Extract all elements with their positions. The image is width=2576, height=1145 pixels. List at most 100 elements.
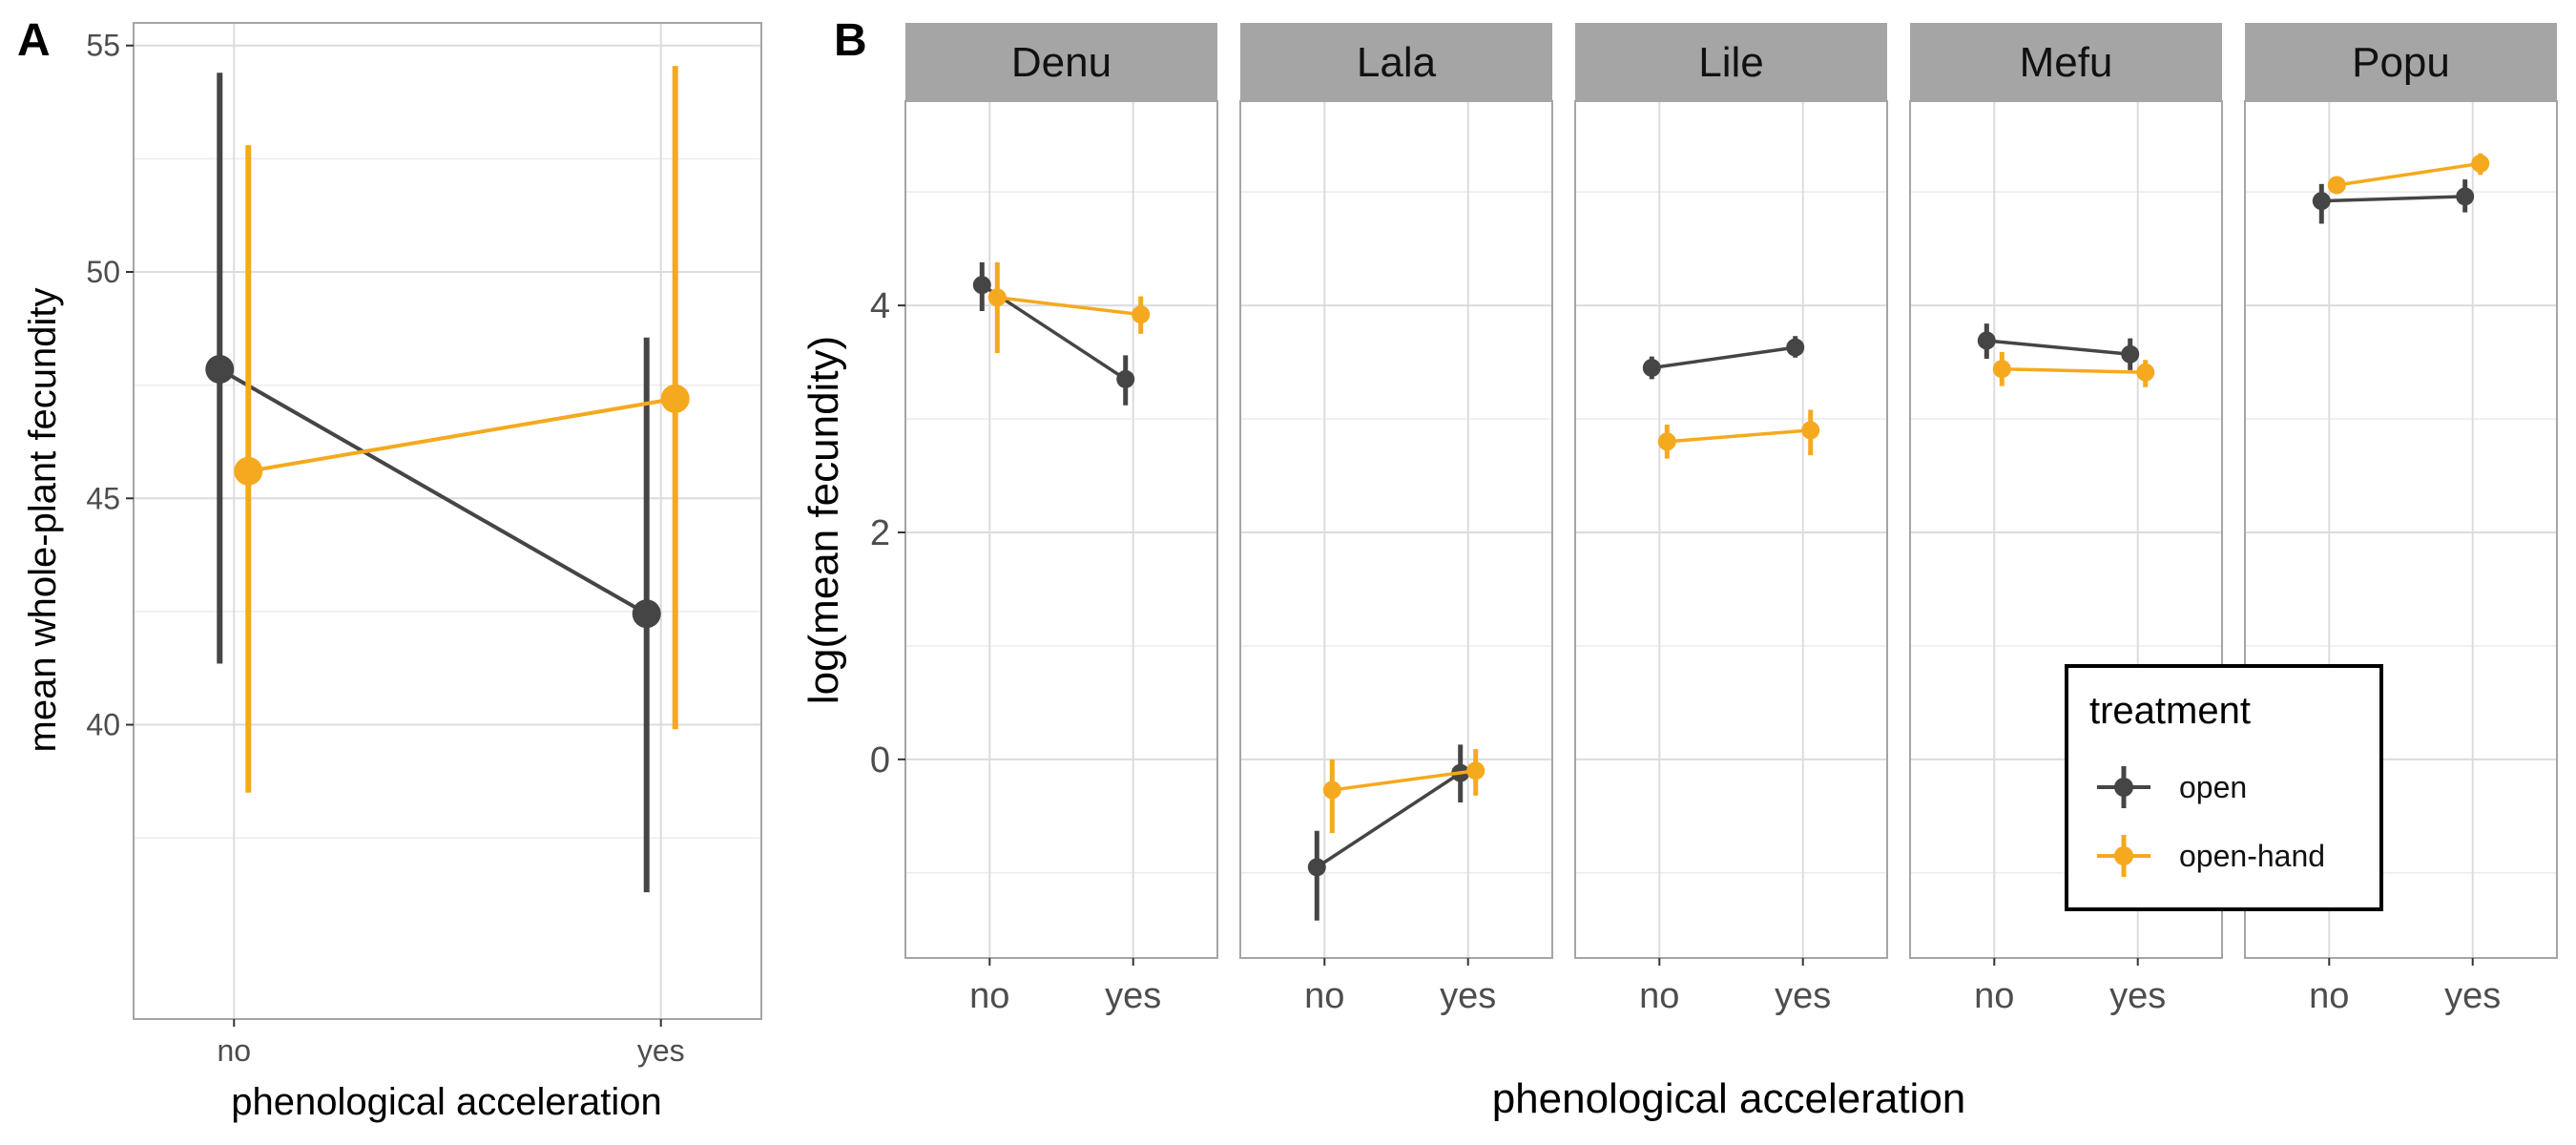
facet-point [2312,192,2331,211]
facet-point [2456,187,2475,206]
facet-series-line [2337,161,2481,187]
facet-point [1992,360,2011,379]
facet-strip-label: Denu [1011,39,1111,86]
facet-strip-label: Popu [2352,39,2450,86]
facet-border [1239,100,1553,959]
legend-title: treatment [2089,690,2251,732]
facet-point [1322,781,1341,800]
facet-strip-label: Lala [1357,39,1437,86]
panel-a-border [133,22,762,1020]
facet-point [1786,338,1805,357]
legend-item-label: open [2179,770,2247,804]
panel-a-point [632,599,661,629]
panel-a: A 40 45 50 55 no yes phenological acceleratio… [17,15,762,1123]
panel-a-y-tick-label: 45 [86,481,120,515]
legend-key-point [2114,846,2133,865]
facet-strip [905,23,1217,101]
panel-a-y-tick-label: 55 [86,29,120,63]
panel-a-y-axis-title: mean whole-plant fecundity [22,288,64,753]
legend-item-label: open-hand [2179,839,2325,873]
facet-x-tick-label: no [1639,976,1679,1016]
facet-border [904,100,1218,959]
facet-series-line [981,283,1127,381]
facet-series-open-hand [1322,749,1485,834]
facet-border [2244,100,2558,959]
facet-x-tick-label: no [1304,976,1344,1016]
panel-a-point [660,384,690,413]
facet-series-open [1642,336,1805,380]
facet-point [1132,305,1151,324]
panel-b: B Denu no yes 0 2 4 Lala no yes Lile no yes Mefu no ye… [800,15,2558,1122]
legend-item-open-hand: open-hand [2097,835,2325,877]
panel-a-series-line [247,396,676,473]
facet-series-open [1307,744,1470,921]
facet-series-line [1667,428,1811,444]
facet-series-line [1986,339,2130,356]
facet-point [1466,761,1485,781]
facet-point [2136,363,2155,382]
facet-strip-label: Mefu [2020,39,2113,86]
legend-key-point [2114,778,2133,797]
facet-x-tick-label: yes [1440,976,1496,1016]
panel-a-plot-area: 40 45 50 55 no yes [86,22,762,1068]
panel-a-x-tick-label: yes [637,1033,685,1068]
panel-a-y-tick-label: 40 [86,708,120,742]
facet-strip [2245,23,2557,101]
facet-series-line [1332,769,1476,792]
facet-series-open-hand [1657,409,1820,459]
facet-series-line [1652,345,1796,370]
facet-strip [1575,23,1887,101]
facet-denu: Denu no yes 0 2 4 [870,23,1218,1016]
facet-point [2327,176,2346,195]
facet-border [1909,100,2223,959]
facet-series-open-hand [987,261,1151,354]
facet-point [987,288,1007,307]
facet-series-open-hand [2327,153,2490,195]
facet-popu: Popu no yes [2244,23,2558,1016]
facet-series-line [997,296,1141,317]
legend-item-open: open [2097,766,2247,808]
facet-point [1116,369,1135,388]
facet-point [1801,421,1820,440]
panel-a-point [234,456,263,486]
facet-series-open [2312,179,2475,224]
facet-point [1657,432,1676,451]
facet-series-open [972,261,1135,406]
panel-a-series-line [218,367,648,616]
facet-series-line [2321,195,2465,203]
panel-b-y-tick-label: 0 [870,740,890,781]
panel-a-tag: A [17,15,51,66]
facet-series-line [1316,771,1462,869]
facet-point [972,276,991,295]
facet-x-tick-label: yes [1105,976,1161,1016]
facet-x-tick-label: no [2309,976,2349,1016]
panel-b-y-tick-label: 4 [870,286,890,326]
facet-mefu: Mefu no yes [1909,23,2223,1016]
legend: treatment open open-hand [2065,664,2383,911]
panel-a-x-axis-title: phenological acceleration [231,1081,661,1123]
panel-b-y-tick-label: 2 [870,513,890,553]
facet-series-open [1977,323,2140,370]
facet-series-line [2002,366,2146,375]
panel-a-x-tick-label: no [217,1033,251,1068]
panel-a-series-open [205,73,661,893]
facet-strip-label: Lile [1698,39,1764,86]
facet-point [1307,858,1326,877]
facet-point [2121,344,2140,364]
facet-point [1642,359,1661,378]
facet-point [1977,331,1996,350]
facet-strip [1910,23,2222,101]
facet-point [2471,154,2490,173]
facet-x-tick-label: no [969,976,1009,1016]
facet-x-tick-label: yes [1775,976,1831,1016]
panel-a-point [205,355,235,385]
facet-strip [1240,23,1552,101]
panel-b-y-axis-title: log(mean fecundity) [800,336,847,704]
panel-b-x-axis-title: phenological acceleration [1492,1075,1966,1122]
panel-a-y-tick-label: 50 [86,255,120,289]
facet-lile: Lile no yes [1574,23,1888,1016]
panel-b-tag: B [834,15,867,66]
